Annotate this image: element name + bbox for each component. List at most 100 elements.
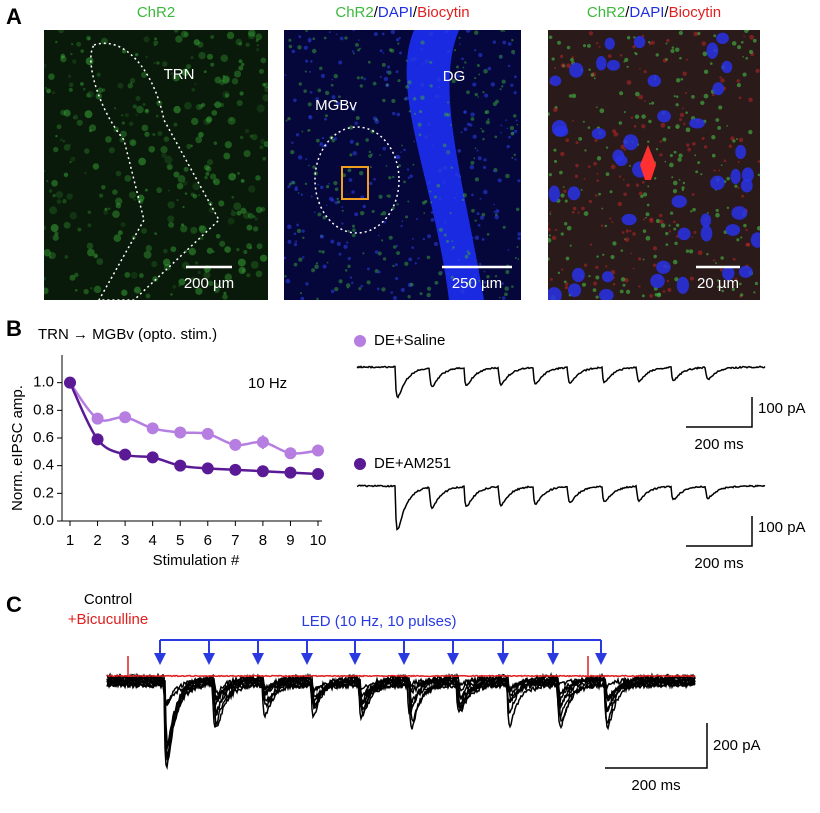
title-part: Biocytin — [417, 4, 470, 21]
texture — [85, 35, 91, 41]
texture — [285, 119, 288, 122]
texture — [74, 272, 79, 278]
texture — [113, 107, 117, 110]
nucleus — [650, 273, 665, 289]
nucleus — [712, 82, 725, 96]
texture — [397, 79, 401, 83]
texture — [494, 135, 498, 139]
texture — [630, 116, 634, 119]
texture — [405, 215, 409, 219]
texture — [474, 76, 477, 80]
texture — [300, 193, 304, 196]
texture — [736, 79, 740, 83]
texture — [124, 174, 132, 182]
texture — [76, 41, 82, 47]
texture — [565, 138, 570, 143]
texture — [560, 232, 564, 236]
texture — [429, 84, 433, 88]
texture — [311, 48, 317, 54]
texture — [623, 110, 626, 114]
texture — [228, 173, 236, 181]
texture — [368, 150, 372, 154]
nucleus — [591, 127, 607, 140]
texture — [44, 287, 49, 295]
texture — [295, 240, 298, 243]
texture — [649, 218, 652, 221]
texture — [198, 51, 206, 60]
texture — [153, 40, 159, 46]
nucleus — [595, 55, 607, 71]
texture — [429, 60, 433, 64]
texture — [451, 79, 456, 84]
texture — [404, 96, 409, 101]
texture — [44, 87, 48, 90]
texture — [672, 180, 678, 186]
micrograph — [44, 30, 268, 300]
texture — [315, 97, 319, 101]
texture — [298, 35, 302, 39]
texture — [641, 114, 646, 119]
texture — [513, 153, 516, 157]
texture — [719, 76, 722, 79]
texture — [343, 244, 348, 249]
texture — [176, 182, 184, 190]
texture — [260, 207, 266, 212]
texture — [557, 271, 561, 275]
nucleus — [700, 225, 713, 242]
texture — [470, 160, 475, 165]
texture — [417, 126, 420, 130]
texture — [617, 201, 623, 207]
texture — [52, 193, 56, 198]
texture — [311, 268, 316, 273]
texture — [350, 281, 354, 285]
ephys-trace — [106, 675, 696, 714]
micrograph — [548, 30, 760, 300]
texture — [514, 129, 518, 134]
texture — [293, 98, 297, 103]
texture — [461, 198, 465, 201]
texture — [400, 224, 403, 228]
texture — [233, 70, 242, 78]
texture — [450, 275, 454, 279]
texture — [363, 77, 367, 81]
texture — [197, 270, 201, 274]
texture — [675, 103, 679, 107]
texture — [230, 210, 237, 217]
texture — [240, 178, 245, 183]
texture — [334, 187, 339, 191]
texture — [256, 104, 265, 113]
texture — [321, 144, 325, 148]
texture — [294, 187, 299, 192]
texture — [60, 53, 66, 59]
texture — [719, 268, 723, 272]
texture — [256, 44, 260, 47]
texture — [249, 134, 253, 138]
texture — [596, 172, 599, 175]
texture — [177, 175, 186, 183]
texture — [302, 236, 305, 240]
texture — [494, 214, 499, 220]
texture — [308, 70, 311, 73]
texture — [308, 40, 311, 43]
texture — [160, 145, 168, 154]
texture — [418, 133, 422, 137]
texture — [600, 224, 604, 227]
texture — [613, 131, 619, 137]
texture — [426, 255, 431, 260]
texture — [180, 225, 188, 233]
texture — [347, 229, 350, 233]
texture — [605, 146, 609, 149]
texture — [203, 118, 211, 126]
stim-arrowhead — [595, 653, 607, 665]
texture — [162, 258, 171, 267]
texture — [236, 99, 243, 107]
texture — [198, 278, 201, 281]
data-point — [284, 447, 297, 460]
texture — [44, 225, 47, 230]
texture — [436, 77, 442, 83]
texture — [473, 157, 476, 160]
texture — [666, 279, 670, 283]
texture — [120, 222, 126, 227]
texture — [124, 112, 129, 118]
texture — [203, 164, 210, 171]
